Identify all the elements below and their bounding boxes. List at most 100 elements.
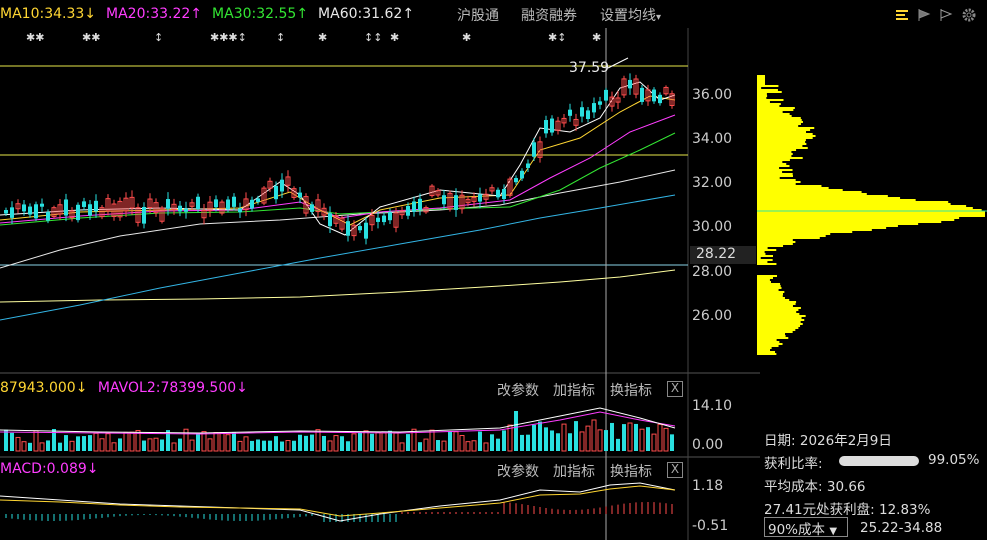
volume-bar [388,430,392,451]
chip-bar [757,239,793,241]
macd-legend: MACD:0.089↓ [0,461,99,477]
volume-bar [591,419,597,452]
candle-body [22,204,26,212]
chip-bar [757,87,762,89]
chip-bar [757,133,813,135]
volume-bar [28,442,32,451]
chip-bar [757,93,767,95]
cost-select[interactable]: 90%成本 ▼ [764,517,848,538]
volume-bar [490,434,494,451]
volume-switch-indicator-button[interactable]: 换指标 [610,383,652,399]
chip-bar [757,137,813,139]
price-chart[interactable] [0,0,760,540]
chip-bar [757,189,843,191]
candle-body [429,185,435,197]
volume-bar [496,438,500,451]
macd-params-button[interactable]: 改参数 [497,464,539,480]
candle-body [261,187,267,204]
volume-bar [453,431,459,452]
chip-bar [757,323,803,325]
volume-close-button[interactable]: X [667,381,683,397]
info-avg-cost: 平均成本: 30.66 [764,479,866,495]
macd-close-button[interactable]: X [667,462,683,478]
profit-ratio-value: 99.05% [928,452,980,468]
chip-bar [757,119,802,121]
volume-bar [333,435,339,452]
y-label-26: 26.00 [692,308,733,324]
volume-bar [250,440,254,451]
ma30-label: MA30:32.55↑ [212,6,309,22]
ma-settings-menu[interactable]: 设置均线▾ [600,8,662,24]
candle-body [147,198,153,209]
chip-bar [757,153,793,155]
chip-bar [757,101,770,103]
chip-bar [757,343,783,345]
macd-histogram [5,502,673,522]
candle-body [310,204,314,212]
candle-body [382,215,386,223]
candle-body [526,163,530,168]
candle-body [640,87,644,102]
candle-body [609,96,615,107]
volume-params-button[interactable]: 改参数 [497,383,539,399]
margin-trading-link[interactable]: 融资融券 [521,8,577,24]
gear-icon[interactable] [961,7,977,23]
chip-bar [757,203,951,205]
high-price-label: 37.59 [569,60,610,76]
candle-body [129,196,135,209]
chip-bar [757,181,801,183]
candle-body [537,141,543,158]
chip-bar [757,169,793,171]
candle-body [328,213,332,227]
ma60-label: MA60:31.62↑ [318,6,415,22]
candle-body [544,120,548,134]
volume-bar [99,438,105,452]
list-icon[interactable] [895,8,909,22]
volume-bar [663,427,669,452]
chip-bar [757,107,795,109]
chip-bar [757,309,799,311]
chip-bar [757,113,790,115]
chip-bar [757,167,780,169]
chip-bar [757,301,797,303]
chip-bar [757,195,888,197]
volume-bar [111,442,117,452]
candle-body [615,97,621,103]
volume-bar [670,434,674,451]
candle-body [555,120,561,131]
chip-bar [757,293,783,295]
chip-bar [757,345,779,347]
candle-body [471,197,477,202]
candle-body [178,205,182,212]
chip-bar [757,99,784,101]
chip-bar [757,75,765,77]
chip-bar [757,277,773,279]
volume-y-top: 14.10 [692,398,733,414]
volume-add-indicator-button[interactable]: 加指标 [553,383,595,399]
candle-body [532,142,536,157]
chip-bar [757,129,811,131]
info-profit-at: 27.41元处获利盘: 12.83% [764,502,931,518]
flag-outline-icon[interactable] [939,8,953,22]
macd-add-indicator-button[interactable]: 加指标 [553,464,595,480]
chip-bar [757,103,781,105]
mavol-line [0,411,676,435]
macd-y-bottom: -0.51 [692,518,729,534]
volume-bar [46,440,50,451]
candle-body [406,205,410,216]
volume-bar [237,440,243,452]
chip-bar [757,77,765,79]
hugutong-link[interactable]: 沪股通 [457,8,499,24]
chip-bar [757,151,792,153]
chip-bar [757,83,765,85]
macd-switch-indicator-button[interactable]: 换指标 [610,464,652,480]
volume-bar [201,431,207,452]
volume-bar [123,431,129,452]
volume-bar [550,430,554,451]
volume-bar [561,423,567,452]
macd-dif-line [0,482,676,522]
volume-bar [4,429,8,451]
chip-bar [757,289,779,291]
flag-icon[interactable] [917,8,931,22]
